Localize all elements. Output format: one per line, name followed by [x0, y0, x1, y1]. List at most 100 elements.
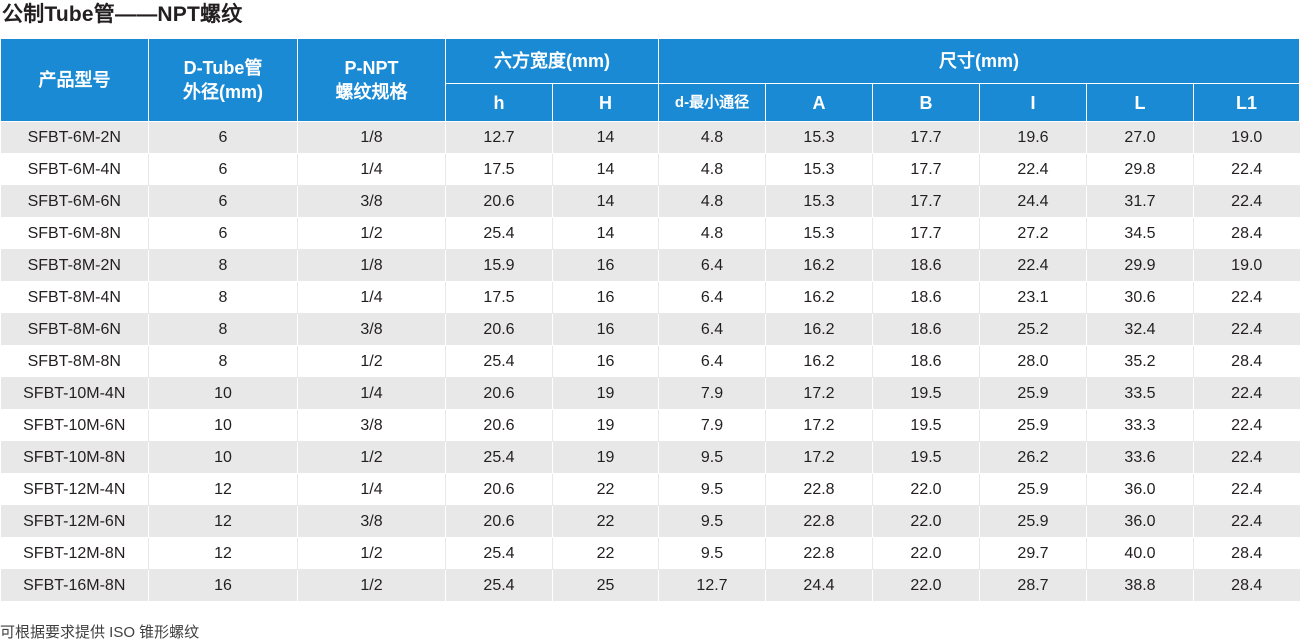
H-cell: 19 — [552, 441, 659, 474]
header-d-min-bore: d-最小通径 — [658, 83, 766, 122]
L1-cell: 28.4 — [1193, 217, 1300, 250]
header-tube-od-line2: 外径(mm) — [183, 82, 263, 102]
L-cell: 31.7 — [1086, 185, 1194, 218]
thread-cell: 1/8 — [297, 121, 446, 154]
I-cell: 25.9 — [979, 377, 1087, 410]
d-cell: 4.8 — [658, 185, 766, 218]
B-cell: 18.6 — [872, 345, 980, 378]
A-cell: 16.2 — [765, 281, 873, 314]
B-cell: 22.0 — [872, 505, 980, 538]
B-cell: 22.0 — [872, 473, 980, 506]
tube-od-cell: 10 — [148, 441, 298, 474]
H-cell: 14 — [552, 217, 659, 250]
H-cell: 19 — [552, 409, 659, 442]
header-A: A — [765, 83, 873, 122]
table-row: SFBT-12M-6N 12 3/8 20.6 22 9.5 22.8 22.0 25.9 36.… — [0, 505, 1300, 538]
B-cell: 18.6 — [872, 281, 980, 314]
H-cell: 14 — [552, 121, 659, 154]
L-cell: 36.0 — [1086, 505, 1194, 538]
H-cell: 16 — [552, 313, 659, 346]
I-cell: 25.9 — [979, 473, 1087, 506]
h-cell: 25.4 — [445, 569, 553, 602]
model-cell: SFBT-10M-8N — [0, 441, 149, 474]
h-cell: 17.5 — [445, 153, 553, 186]
h-cell: 12.7 — [445, 121, 553, 154]
header-model: 产品型号 — [0, 38, 149, 122]
h-cell: 20.6 — [445, 377, 553, 410]
model-cell: SFBT-12M-4N — [0, 473, 149, 506]
table-row: SFBT-8M-4N 8 1/4 17.5 16 6.4 16.2 18.6 23.1 30.6 2… — [0, 281, 1300, 314]
thread-cell: 1/4 — [297, 153, 446, 186]
spec-table: 产品型号 D-Tube管 外径(mm) P-NPT 螺纹规格 六方宽度(mm) … — [0, 38, 1300, 602]
table-row: SFBT-12M-8N 12 1/2 25.4 22 9.5 22.8 22.0 29.7 40.… — [0, 537, 1300, 570]
L-cell: 35.2 — [1086, 345, 1194, 378]
thread-cell: 1/2 — [297, 217, 446, 250]
I-cell: 19.6 — [979, 121, 1087, 154]
header-hex-width: 六方宽度(mm) — [445, 38, 659, 84]
h-cell: 17.5 — [445, 281, 553, 314]
tube-od-cell: 16 — [148, 569, 298, 602]
H-cell: 22 — [552, 505, 659, 538]
d-cell: 7.9 — [658, 409, 766, 442]
thread-cell: 1/8 — [297, 249, 446, 282]
B-cell: 19.5 — [872, 377, 980, 410]
tube-od-cell: 8 — [148, 313, 298, 346]
tube-od-cell: 8 — [148, 345, 298, 378]
header-H: H — [552, 83, 659, 122]
H-cell: 14 — [552, 185, 659, 218]
H-cell: 14 — [552, 153, 659, 186]
header-L: L — [1086, 83, 1194, 122]
tube-od-cell: 10 — [148, 377, 298, 410]
thread-cell: 1/2 — [297, 441, 446, 474]
A-cell: 15.3 — [765, 121, 873, 154]
B-cell: 18.6 — [872, 313, 980, 346]
page-title: 公制Tube管——NPT螺纹 — [2, 3, 243, 26]
table-row: SFBT-10M-6N 10 3/8 20.6 19 7.9 17.2 19.5 25.9 33.… — [0, 409, 1300, 442]
A-cell: 17.2 — [765, 441, 873, 474]
d-cell: 6.4 — [658, 345, 766, 378]
thread-cell: 1/4 — [297, 473, 446, 506]
model-cell: SFBT-16M-8N — [0, 569, 149, 602]
A-cell: 22.8 — [765, 473, 873, 506]
d-cell: 9.5 — [658, 473, 766, 506]
A-cell: 16.2 — [765, 313, 873, 346]
L-cell: 33.5 — [1086, 377, 1194, 410]
header-model-label: 产品型号 — [38, 70, 111, 90]
I-cell: 28.7 — [979, 569, 1087, 602]
L1-cell: 19.0 — [1193, 121, 1300, 154]
H-cell: 25 — [552, 569, 659, 602]
h-cell: 25.4 — [445, 441, 553, 474]
thread-cell: 3/8 — [297, 505, 446, 538]
A-cell: 17.2 — [765, 377, 873, 410]
thread-cell: 3/8 — [297, 185, 446, 218]
tube-od-cell: 6 — [148, 153, 298, 186]
tube-od-cell: 6 — [148, 185, 298, 218]
header-L1: L1 — [1193, 83, 1300, 122]
B-cell: 22.0 — [872, 537, 980, 570]
L1-cell: 19.0 — [1193, 249, 1300, 282]
A-cell: 24.4 — [765, 569, 873, 602]
tube-od-cell: 6 — [148, 121, 298, 154]
model-cell: SFBT-10M-6N — [0, 409, 149, 442]
L-cell: 29.9 — [1086, 249, 1194, 282]
L-cell: 33.3 — [1086, 409, 1194, 442]
model-cell: SFBT-6M-2N — [0, 121, 149, 154]
model-cell: SFBT-8M-6N — [0, 313, 149, 346]
header-thread-line2: 螺纹规格 — [335, 82, 408, 102]
table-row: SFBT-16M-8N 16 1/2 25.4 25 12.7 24.4 22.0 28.7 38… — [0, 569, 1300, 602]
table-row: SFBT-10M-8N 10 1/2 25.4 19 9.5 17.2 19.5 26.2 33.… — [0, 441, 1300, 474]
I-cell: 25.9 — [979, 505, 1087, 538]
I-cell: 25.9 — [979, 409, 1087, 442]
H-cell: 22 — [552, 537, 659, 570]
d-cell: 4.8 — [658, 153, 766, 186]
I-cell: 27.2 — [979, 217, 1087, 250]
tube-od-cell: 12 — [148, 473, 298, 506]
d-cell: 6.4 — [658, 281, 766, 314]
tube-od-cell: 10 — [148, 409, 298, 442]
thread-cell: 1/2 — [297, 345, 446, 378]
model-cell: SFBT-6M-6N — [0, 185, 149, 218]
table-row: SFBT-8M-6N 8 3/8 20.6 16 6.4 16.2 18.6 25.2 32.4 2… — [0, 313, 1300, 346]
model-cell: SFBT-6M-8N — [0, 217, 149, 250]
d-cell: 9.5 — [658, 537, 766, 570]
A-cell: 15.3 — [765, 185, 873, 218]
